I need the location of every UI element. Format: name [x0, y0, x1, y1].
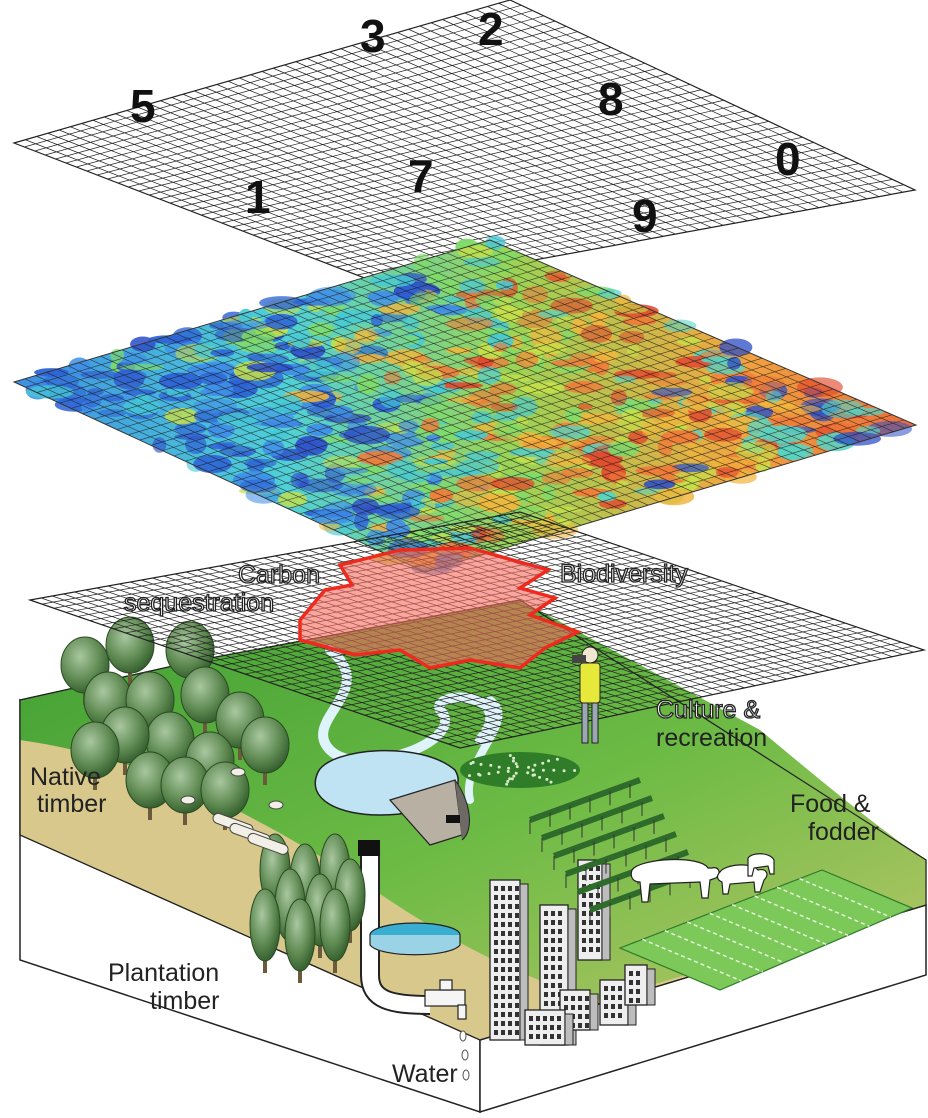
orchard [460, 752, 580, 788]
crop-field [618, 869, 914, 991]
cut-logs [180, 767, 289, 855]
label-culture: Culture & [656, 696, 761, 724]
grid-number: 7 [408, 150, 434, 202]
grid-number: 8 [598, 73, 624, 125]
label-native: Native [30, 763, 101, 791]
native-forest [60, 616, 290, 830]
label-water: Water [392, 1060, 458, 1088]
plantation-forest [249, 833, 366, 983]
reservoir [314, 749, 470, 856]
label-recreation: recreation [656, 724, 767, 752]
birdwatcher-figure [572, 646, 601, 744]
label-sequestration: sequestration [124, 589, 274, 617]
grid-number: 2 [478, 3, 504, 55]
label-native-timber: timber [37, 790, 106, 818]
selected-cells-highlight [298, 546, 583, 670]
numbers-grid-layer [12, 0, 917, 288]
grid-numbers: 5 3 2 8 0 1 7 9 [130, 3, 801, 242]
grid-number: 3 [360, 10, 386, 62]
grid-number: 5 [130, 80, 156, 132]
water-treatment-tank [369, 922, 461, 956]
label-plantation: Plantation [108, 959, 219, 987]
label-carbon: Carbon [238, 561, 320, 589]
label-biodiversity: Biodiversity [560, 560, 688, 588]
cattle [630, 853, 775, 903]
service-labels: Carbon sequestration Biodiversity Cultur… [123, 559, 767, 752]
label-fodder: fodder [808, 818, 879, 846]
city-buildings [489, 859, 656, 1046]
suitability-map-layer [12, 235, 918, 575]
water-pipe [360, 856, 470, 1081]
label-food: Food & [790, 790, 871, 818]
label-plantation-timber: timber [150, 987, 219, 1015]
grid-number: 9 [632, 190, 658, 242]
landscape-labels: Native timber Plantation timber Food & f… [30, 763, 879, 1088]
grid-number: 1 [245, 171, 271, 223]
grid-number: 0 [775, 133, 801, 185]
